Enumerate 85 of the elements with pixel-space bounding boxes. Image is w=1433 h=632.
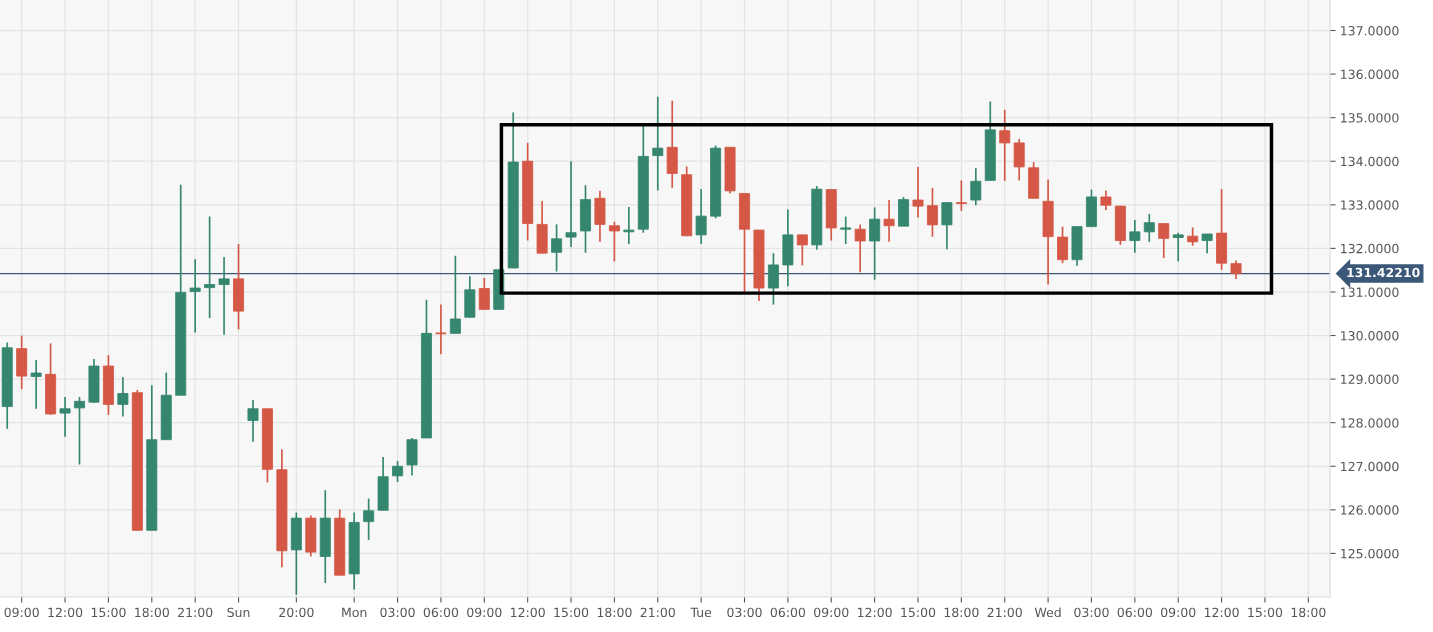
x-tick-label: 03:00 (1074, 607, 1109, 618)
candlestick (1172, 231, 1184, 263)
x-tick-label: 21:00 (640, 607, 675, 618)
candlestick (955, 179, 967, 212)
y-tick-label: 133.0000 (1341, 200, 1399, 210)
candlestick (204, 215, 216, 319)
y-tick-label: 134.0000 (1341, 156, 1399, 167)
x-tick-label: 18:00 (135, 607, 169, 618)
x-tick-label: 21:00 (178, 607, 213, 618)
x-tick-label: Tue (690, 607, 712, 618)
x-tick-label: Sun (227, 607, 250, 618)
x-tick-label: 15:00 (1248, 607, 1283, 618)
candlestick (912, 166, 924, 219)
candlestick (1057, 225, 1069, 265)
candlestick (926, 186, 938, 238)
x-tick-label: 12:00 (857, 607, 892, 618)
x-tick-label: 06:00 (423, 607, 459, 618)
x-tick-label: Mon (342, 607, 367, 618)
y-tick-label: 137.0000 (1341, 25, 1399, 36)
x-tick-label: 18:00 (597, 607, 632, 618)
x-tick-label: 09:00 (467, 607, 502, 618)
x-tick-label: 06:00 (1117, 607, 1153, 618)
candlestick (623, 206, 635, 245)
y-tick-label: 129.0000 (1341, 374, 1399, 385)
candlestick (565, 160, 577, 248)
x-tick-label: 15:00 (91, 607, 126, 618)
candlestick (1129, 219, 1141, 254)
y-tick-label: 126.0000 (1341, 505, 1399, 515)
candlestick (1143, 213, 1155, 243)
candlestick (551, 223, 563, 273)
candlestick (1013, 138, 1025, 182)
y-tick-label: 135.0000 (1341, 113, 1399, 123)
y-tick-label: 136.0000 (1341, 69, 1399, 80)
x-tick-label: 12:00 (511, 607, 545, 618)
candlestick (478, 277, 490, 311)
candlestick (854, 223, 866, 274)
candlestick (1100, 189, 1112, 211)
candlestick (59, 396, 71, 438)
x-tick-label: 18:00 (944, 607, 979, 618)
candlestick (435, 303, 447, 356)
candlestick (796, 234, 808, 267)
y-tick-label: 127.0000 (1341, 461, 1399, 472)
candlestick (218, 256, 230, 336)
candlestick (1230, 259, 1242, 280)
candlestick (970, 167, 982, 207)
candlestick (767, 252, 779, 306)
candlestick (941, 201, 953, 251)
candlestick (695, 188, 707, 245)
candlestick (247, 399, 259, 443)
y-tick-label: 128.0000 (1341, 418, 1399, 428)
candlestick (999, 108, 1011, 182)
y-tick-label: 131.0000 (1341, 287, 1399, 297)
candlestick (363, 497, 375, 541)
x-tick-label: 09:00 (1161, 607, 1196, 618)
x-tick-label: Wed (1034, 607, 1061, 618)
x-tick-label: 12:00 (1204, 607, 1239, 618)
candlestick (117, 376, 129, 418)
x-tick-label: 15:00 (901, 607, 936, 618)
candlestick (74, 396, 85, 466)
candlestick (608, 220, 620, 263)
y-tick-label: 125.0000 (1341, 548, 1399, 559)
x-tick-label: 03:00 (727, 607, 762, 618)
candlestick (30, 359, 42, 410)
x-tick-label: 21:00 (987, 607, 1022, 618)
candlestick (449, 254, 461, 335)
candlestick (1187, 226, 1199, 247)
y-tick-label: 130.0000 (1341, 331, 1399, 341)
y-tick-label: 132.0000 (1341, 243, 1399, 254)
x-tick-label: 09:00 (4, 607, 39, 618)
candlestick (883, 199, 895, 243)
candlestick (869, 206, 881, 281)
candlestick (652, 95, 664, 192)
x-tick-label: 12:00 (48, 607, 83, 618)
candlestick (840, 215, 852, 245)
candlestick (1201, 233, 1213, 255)
candlestick (392, 460, 404, 483)
x-tick-label: 09:00 (814, 607, 849, 618)
ref-line-label: 131.42210 (1347, 267, 1420, 278)
x-tick-label: 03:00 (380, 607, 415, 618)
candlestick (1158, 222, 1170, 259)
candlestick (189, 258, 201, 334)
x-tick-label: 15:00 (554, 607, 589, 618)
x-tick-label: 18:00 (1291, 607, 1326, 618)
x-tick-label: 20:00 (279, 607, 314, 618)
x-tick-label: 06:00 (770, 607, 806, 618)
